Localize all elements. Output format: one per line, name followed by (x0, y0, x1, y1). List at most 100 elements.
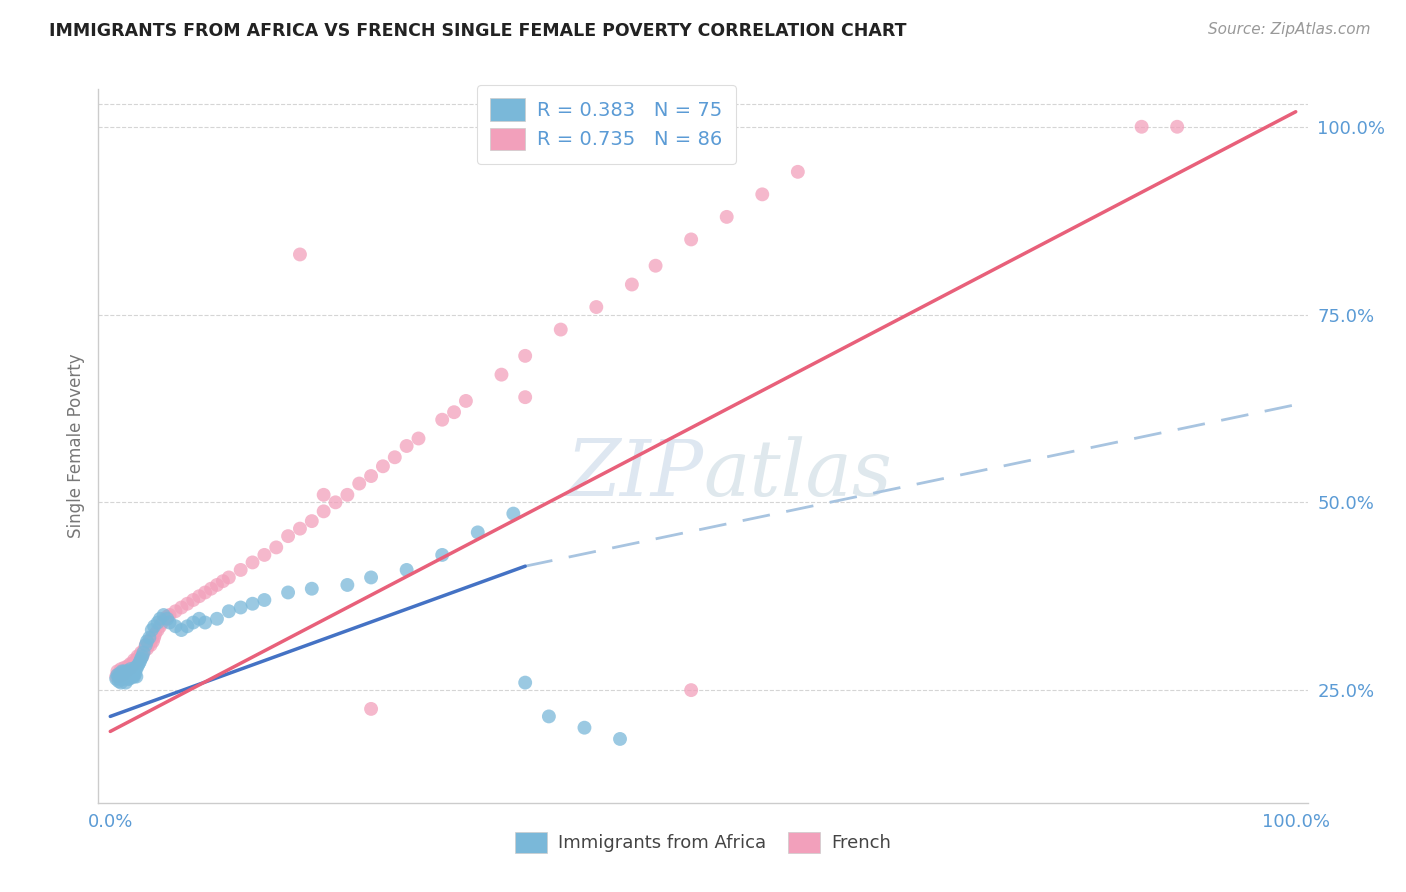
Point (681, 232, 703, 246)
Point (124, 666, 146, 681)
Point (134, 641, 156, 656)
Point (491, 368, 513, 382)
Point (170, 623, 193, 637)
Point (114, 670, 136, 684)
Point (125, 653, 148, 667)
Point (205, 578, 228, 592)
Point (114, 675, 136, 690)
Point (107, 666, 129, 681)
Point (194, 615, 217, 630)
Point (132, 646, 155, 660)
Point (114, 666, 136, 681)
Point (288, 247, 311, 261)
Point (454, 393, 477, 408)
Point (138, 631, 160, 645)
Point (132, 646, 155, 660)
Point (218, 570, 240, 584)
Point (121, 657, 143, 671)
Point (347, 476, 370, 491)
Point (716, 210, 738, 224)
Point (537, 709, 560, 723)
Point (110, 668, 132, 682)
Point (107, 670, 129, 684)
Text: IMMIGRANTS FROM AFRICA VS FRENCH SINGLE FEMALE POVERTY CORRELATION CHART: IMMIGRANTS FROM AFRICA VS FRENCH SINGLE … (49, 22, 907, 40)
Point (114, 666, 136, 681)
Point (242, 597, 264, 611)
Point (1130, 120, 1153, 134)
Point (117, 659, 139, 673)
Point (127, 659, 149, 673)
Point (129, 646, 152, 660)
Point (118, 666, 141, 681)
Point (515, 349, 537, 363)
Point (200, 582, 222, 596)
Point (467, 525, 489, 540)
Point (550, 322, 572, 336)
Point (432, 548, 454, 562)
Point (408, 432, 430, 446)
Point (609, 731, 631, 746)
Point (371, 459, 394, 474)
Point (205, 612, 228, 626)
Point (141, 623, 163, 637)
Point (152, 615, 174, 630)
Point (105, 670, 128, 684)
Point (129, 655, 152, 669)
Point (121, 666, 143, 681)
Point (502, 507, 524, 521)
Point (124, 657, 146, 671)
Point (135, 638, 157, 652)
Point (111, 670, 134, 684)
Point (585, 300, 607, 314)
Point (128, 657, 150, 671)
Point (515, 675, 537, 690)
Point (121, 668, 143, 682)
Point (105, 672, 128, 686)
Text: ZIP: ZIP (565, 436, 703, 513)
Point (288, 522, 311, 536)
Point (395, 439, 418, 453)
Point (301, 514, 323, 528)
Point (360, 570, 382, 584)
Point (277, 585, 299, 599)
Point (141, 631, 163, 645)
Point (105, 668, 128, 682)
Point (108, 670, 131, 684)
Point (117, 668, 139, 682)
Point (115, 662, 138, 676)
Point (122, 665, 145, 679)
Point (112, 666, 135, 681)
Point (108, 672, 131, 686)
Point (188, 612, 211, 626)
Point (325, 495, 347, 509)
Point (277, 529, 299, 543)
Point (218, 604, 240, 618)
Point (135, 638, 157, 652)
Point (149, 612, 172, 626)
Point (115, 665, 138, 679)
Point (384, 450, 406, 465)
Point (242, 556, 264, 570)
Point (129, 651, 152, 665)
Point (139, 638, 162, 652)
Point (360, 469, 382, 483)
Point (122, 670, 145, 684)
Point (121, 660, 143, 674)
Point (138, 634, 160, 648)
Point (120, 670, 142, 684)
Point (120, 662, 142, 676)
Point (143, 627, 166, 641)
Point (122, 653, 145, 667)
Point (143, 619, 166, 633)
Point (149, 619, 172, 633)
Point (127, 649, 149, 664)
Point (176, 597, 198, 611)
Point (108, 666, 131, 681)
Point (312, 488, 335, 502)
Point (146, 615, 169, 630)
Point (301, 582, 323, 596)
Point (131, 649, 153, 664)
Point (114, 668, 136, 682)
Point (115, 670, 138, 684)
Point (110, 675, 132, 690)
